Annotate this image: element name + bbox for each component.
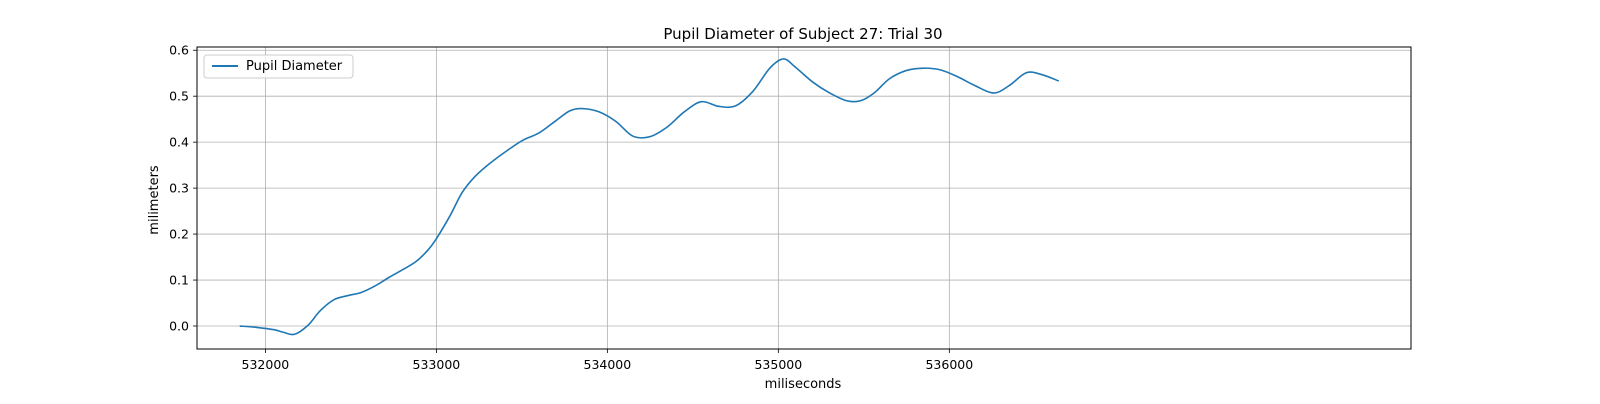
y-tick-label: 0.2	[169, 227, 189, 242]
plot-frame	[196, 46, 1412, 350]
y-tick-label: 0.4	[169, 135, 189, 150]
series-layer	[239, 58, 1060, 336]
x-tick-label: 533000	[413, 357, 461, 372]
y-tick-label: 0.1	[169, 273, 189, 288]
series-line-pupil-diameter	[239, 58, 1060, 336]
legend: Pupil Diameter	[203, 54, 354, 79]
y-tick-label: 0.6	[169, 43, 189, 58]
y-tick-label: 0.0	[169, 319, 189, 334]
x-tick-label: 535000	[754, 357, 802, 372]
x-tick-label: 532000	[242, 357, 290, 372]
legend-box	[203, 54, 354, 79]
y-tick-label: 0.3	[169, 181, 189, 196]
x-axis-label: miliseconds	[765, 377, 842, 392]
x-tick-label: 536000	[925, 357, 973, 372]
y-tick-label: 0.5	[169, 89, 189, 104]
legend-label: Pupil Diameter	[246, 59, 343, 74]
tick-layer: 532000 533000 534000 535000 536000 0.0 0.1 0.2 0…	[169, 43, 973, 372]
y-axis-label: milimeters	[147, 165, 162, 235]
grid-layer	[197, 47, 1411, 349]
chart-title: Pupil Diameter of Subject 27: Trial 30	[663, 25, 942, 43]
x-tick-label: 534000	[584, 357, 632, 372]
